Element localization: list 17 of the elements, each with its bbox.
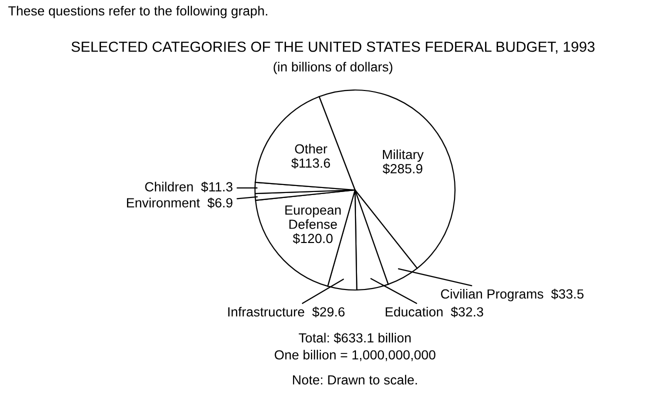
slice-label: Environment $6.9	[127, 198, 232, 208]
slice-label: Infrastructure $29.6	[228, 306, 345, 318]
text: Total: $633.1 billion	[298, 332, 411, 344]
data-label: $285.9	[382, 163, 422, 174]
slice-label: Children $11.3	[145, 182, 232, 192]
chart-title: SELECTED CATEGORIES OF THE UNITED STATES FEDERAL BUDGET, 1993	[72, 42, 595, 54]
data-label: $113.6	[291, 158, 330, 169]
slice-label: Civilian Programs $33.5	[441, 288, 584, 302]
chart-subtitle: (in billions of dollars)	[274, 62, 392, 74]
text: One billion = 1,000,000,000	[274, 350, 436, 362]
text: Note: Drawn to scale.	[293, 374, 417, 385]
text: These questions refer to the following graph.	[8, 6, 268, 18]
data-label: $120.0	[292, 233, 333, 244]
slice-label: European Defense	[285, 206, 341, 229]
slice-label: Military	[382, 149, 424, 162]
slice-label: Education $32.3	[386, 306, 484, 318]
slice-label: Other	[295, 144, 328, 154]
